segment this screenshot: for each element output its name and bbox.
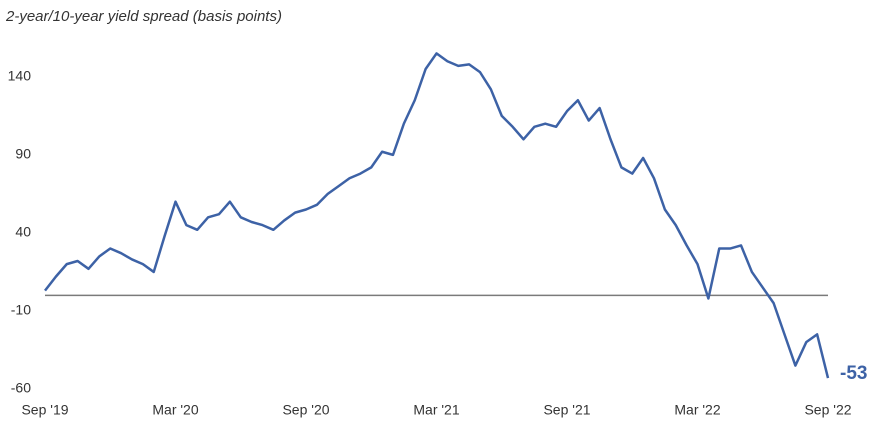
x-tick-label: Mar '20 [152, 402, 198, 418]
y-tick-label: -10 [11, 302, 31, 318]
x-tick-label: Sep '20 [282, 402, 329, 418]
y-tick-label: -60 [11, 380, 31, 396]
y-tick-label: 90 [15, 146, 31, 162]
chart-title: 2-year/10-year yield spread (basis point… [5, 8, 282, 25]
spread-line [44, 52, 830, 379]
y-tick-label: 40 [15, 224, 31, 240]
x-tick-label: Mar '21 [413, 402, 459, 418]
x-tick-label: Sep '21 [543, 402, 590, 418]
x-tick-label: Sep '19 [21, 402, 68, 418]
y-tick-label: 140 [8, 68, 32, 84]
end-value-label: -53 [840, 363, 867, 384]
x-tick-label: Sep '22 [804, 402, 851, 418]
x-tick-label: Mar '22 [674, 402, 720, 418]
